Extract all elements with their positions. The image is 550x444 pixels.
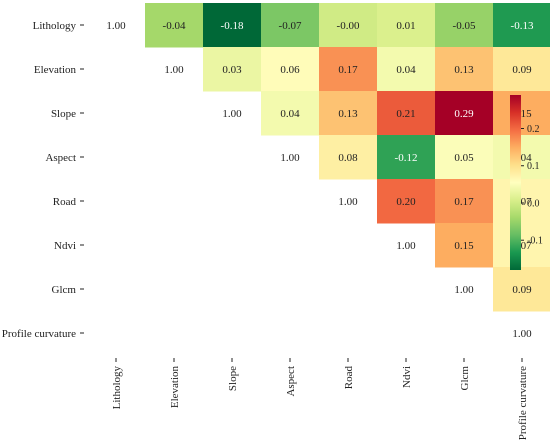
heatmap-cell xyxy=(493,223,550,268)
x-axis-tick-labels: Lithology Elevation Slope Aspect Road Ndvi Glc… xyxy=(111,358,529,440)
heatmap-cell-label: 0.04 xyxy=(396,64,416,76)
heatmap-cell-label: -0.12 xyxy=(395,152,418,164)
heatmap-cell-label: 1.00 xyxy=(280,152,300,164)
heatmap-cell-label: 0.03 xyxy=(222,64,242,76)
heatmap-cell-label: 0.13 xyxy=(338,108,358,120)
heatmap-cell xyxy=(377,47,436,92)
x-tick-label: Elevation xyxy=(169,366,181,409)
y-tick-label: Elevation xyxy=(34,64,77,76)
heatmap-cell-label: 0.01 xyxy=(396,20,415,32)
heatmap-cell xyxy=(493,47,550,92)
heatmap-cell xyxy=(319,135,378,180)
heatmap-cell xyxy=(493,267,550,312)
heatmap-cell xyxy=(435,47,494,92)
heatmap-cell xyxy=(377,91,436,136)
heatmap-cell xyxy=(435,135,494,180)
heatmap-cell xyxy=(203,3,262,48)
heatmap-cell xyxy=(493,135,550,180)
heatmap-cell-label: -0.13 xyxy=(511,20,534,32)
colorbar-bar xyxy=(510,95,521,270)
heatmap-cell-label: 0.05 xyxy=(454,152,474,164)
y-tick-label: Glcm xyxy=(52,284,77,296)
heatmap-cell xyxy=(377,179,436,224)
y-tick-label: Profile curvature xyxy=(2,328,76,340)
heatmap-cell-label: -0.07 xyxy=(279,20,302,32)
heatmap-cell xyxy=(493,179,550,224)
x-tick-label: Slope xyxy=(227,366,239,391)
heatmap-cells xyxy=(145,3,550,312)
heatmap-cell xyxy=(319,91,378,136)
x-tick-label: Ndvi xyxy=(401,366,413,388)
heatmap-cell xyxy=(261,3,320,48)
heatmap-cell xyxy=(261,91,320,136)
heatmap-cell-label: 0.13 xyxy=(454,64,474,76)
heatmap-cell-label: 1.00 xyxy=(106,20,126,32)
heatmap-cell-label: 1.00 xyxy=(396,240,416,252)
heatmap-cell-label: -0.00 xyxy=(337,20,360,32)
x-tick-label: Aspect xyxy=(285,366,297,397)
heatmap-cell-label: 0.09 xyxy=(512,284,532,296)
y-tick-label: Ndvi xyxy=(54,240,76,252)
heatmap-cell xyxy=(435,91,494,136)
heatmap-cell-label: -0.18 xyxy=(221,20,244,32)
heatmap-cell-label: 0.04 xyxy=(280,108,300,120)
heatmap-cell-label: 0.17 xyxy=(454,196,474,208)
heatmap-cell-label: 0.29 xyxy=(454,108,474,120)
heatmap-cell-label: 1.00 xyxy=(338,196,358,208)
heatmap-cell xyxy=(377,135,436,180)
x-tick-label: Road xyxy=(343,366,355,390)
heatmap-cell-label: 1.00 xyxy=(222,108,242,120)
colorbar-tick-label: 0.0 xyxy=(527,198,540,209)
heatmap-cell xyxy=(435,223,494,268)
colorbar-tick-label: -0.1 xyxy=(527,236,543,247)
colorbar-tick-label: 0.2 xyxy=(527,124,540,135)
heatmap-cell-label: 0.08 xyxy=(338,152,358,164)
colorbar: -0.1 0.0 0.1 0.2 xyxy=(510,95,543,270)
y-tick-label: Road xyxy=(53,196,77,208)
heatmap-cell-label: 1.00 xyxy=(454,284,474,296)
heatmap-cell-label: 1.00 xyxy=(512,328,532,340)
x-tick-label: Glcm xyxy=(459,366,471,391)
heatmap-cell-label: -0.05 xyxy=(453,20,476,32)
heatmap-cell-label: 0.06 xyxy=(280,64,300,76)
heatmap-cell-label: 0.15 xyxy=(454,240,474,252)
y-axis-tick-labels: Lithology Elevation Slope Aspect Road Ndvi Glc… xyxy=(2,20,84,340)
x-tick-label: Profile curvature xyxy=(517,366,529,440)
heatmap-cell xyxy=(203,47,262,92)
heatmap-cell xyxy=(493,3,550,48)
heatmap-cell-label: 0.21 xyxy=(396,108,415,120)
heatmap-cell xyxy=(261,47,320,92)
y-tick-label: Slope xyxy=(51,108,76,120)
heatmap-cell-label: 1.00 xyxy=(164,64,184,76)
heatmap-cell xyxy=(145,3,204,48)
heatmap-cell xyxy=(435,179,494,224)
y-tick-label: Aspect xyxy=(45,152,76,164)
y-tick-label: Lithology xyxy=(33,20,77,32)
heatmap-cell-label: 0.09 xyxy=(512,64,532,76)
heatmap-cell xyxy=(377,3,436,48)
x-tick-label: Lithology xyxy=(111,366,123,410)
heatmap-cell xyxy=(435,3,494,48)
heatmap-cell xyxy=(319,3,378,48)
heatmap-cell-label: 0.17 xyxy=(338,64,358,76)
heatmap-cell-label: 0.20 xyxy=(396,196,416,208)
heatmap-cell xyxy=(319,47,378,92)
colorbar-tick-label: 0.1 xyxy=(527,161,540,172)
heatmap-cell-label: -0.04 xyxy=(163,20,186,32)
